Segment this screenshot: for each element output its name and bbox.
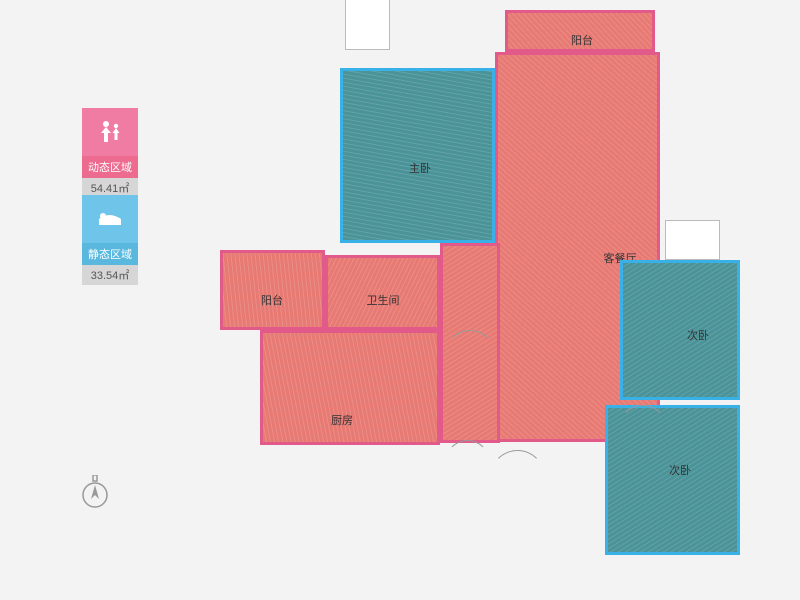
window-block — [665, 220, 720, 260]
legend-dynamic-title: 动态区域 — [82, 156, 138, 178]
floorplan: 阳台主卧客餐厅阳台卫生间厨房次卧次卧 — [220, 10, 740, 570]
room-kitchen — [260, 330, 440, 445]
legend-dynamic-icon-block — [82, 108, 138, 156]
door-arc — [445, 440, 490, 485]
room-bathroom — [325, 255, 440, 330]
room-master_bed — [340, 68, 495, 243]
legend-static-title: 静态区域 — [82, 243, 138, 265]
room-balcony_top — [505, 10, 655, 52]
window-block — [345, 0, 390, 50]
compass-icon — [80, 475, 110, 511]
door-arc — [618, 405, 668, 455]
sleep-icon — [95, 209, 125, 229]
room-balcony_left — [220, 250, 325, 330]
legend-dynamic: 动态区域 54.41㎡ — [82, 108, 138, 198]
door-arc — [445, 330, 495, 380]
legend-static-icon-block — [82, 195, 138, 243]
room-bed2 — [620, 260, 740, 400]
legend-static-value: 33.54㎡ — [82, 265, 138, 285]
door-arc — [490, 450, 545, 505]
legend-static: 静态区域 33.54㎡ — [82, 195, 138, 285]
people-icon — [96, 118, 124, 146]
